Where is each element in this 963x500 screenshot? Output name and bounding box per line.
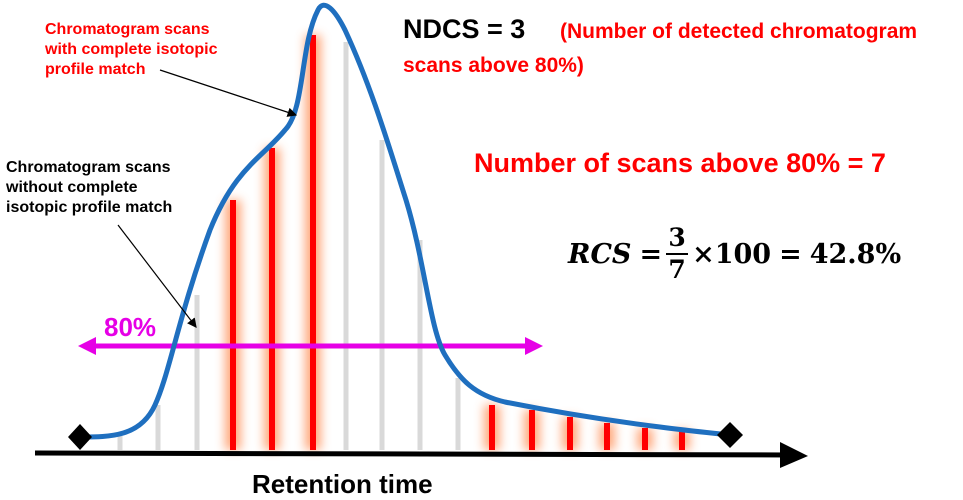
- x-axis-label: Retention time: [252, 469, 433, 499]
- ndcs-note-line-1: (Number of detected chromatogram: [560, 20, 918, 43]
- start-diamond-marker: [68, 424, 92, 450]
- matched-scans-label-line: profile match: [45, 61, 146, 78]
- matched-scans-label-line: Chromatogram scans: [45, 21, 210, 38]
- denominator: 7: [668, 255, 686, 284]
- unmatched-scans-label-line: Chromatogram scans: [6, 159, 171, 176]
- factor: 100: [714, 238, 772, 270]
- numerator: 3: [668, 223, 686, 252]
- x-axis-arrowhead: [780, 442, 808, 468]
- scans-above-threshold-label: Number of scans above 80% = 7: [474, 148, 886, 178]
- x-axis: [34, 450, 791, 458]
- rcs-result: 42.8%: [809, 238, 902, 270]
- threshold-label: 80%: [104, 312, 157, 342]
- unmatched-scans-label-line: isotopic profile match: [6, 199, 173, 216]
- chromatogram-curve: [75, 2, 733, 440]
- threshold-arrow: [78, 337, 543, 355]
- ndcs-note-line-2: scans above 80%): [403, 54, 584, 77]
- equals-sign-2: =: [779, 238, 802, 270]
- matched-scans: [230, 35, 685, 450]
- match-pointer-line: [159, 69, 298, 117]
- unmatched-scans-label-line: without complete: [6, 179, 138, 196]
- end-diamond-marker: [717, 422, 743, 448]
- fraction-bar: [666, 253, 689, 255]
- unmatched-scans: [117, 42, 461, 450]
- matched-scans-label: Chromatogram scans with complete isotopi…: [45, 20, 285, 80]
- fraction: 3 7: [666, 223, 689, 284]
- unmatched-scans-label: Chromatogram scans without complete isot…: [6, 158, 246, 218]
- times-sign: ×: [692, 238, 715, 270]
- rcs-formula: RCS = 3 7 × 100 = 42.8%: [568, 224, 901, 284]
- rcs-symbol: RCS: [568, 238, 632, 270]
- equals-sign: =: [639, 238, 663, 270]
- ndcs-title: NDCS = 3: [403, 14, 526, 44]
- nomatch-pointer-line: [117, 224, 197, 328]
- matched-scans-label-line: with complete isotopic: [45, 41, 218, 58]
